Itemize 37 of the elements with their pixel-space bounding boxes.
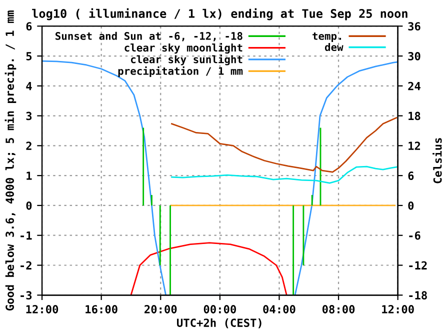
y2-tick-label: -18 (409, 291, 427, 300)
x-tick-label: 20:00 (144, 305, 177, 314)
legend-label: clear sky sunlight (130, 54, 242, 66)
x-tick-label: 08:00 (322, 305, 355, 314)
y2-tick-label: 6 (408, 172, 414, 180)
x-axis-title: UTC+2h (CEST) (177, 318, 262, 328)
y-tick-label: -1 (20, 231, 32, 240)
y2-axis-title: Celsius (432, 138, 442, 184)
y2-tick-label: -12 (409, 261, 427, 270)
y-tick-label: 3 (26, 112, 32, 120)
y2-tick-label: -6 (409, 231, 420, 240)
x-tick-label: 04:00 (263, 305, 296, 314)
legend-label: clear sky moonlight (124, 42, 242, 54)
y2-tick-label: 12 (408, 142, 420, 150)
y-tick-label: -2 (20, 261, 32, 270)
y-axis-title: Good below 3.6, 4000 lx; 5 min precip. / 1 mm (4, 10, 16, 311)
y-tick-label: -3 (20, 291, 32, 300)
legend-label: dew (324, 42, 344, 52)
y-tick-label: 1 (26, 172, 32, 180)
y-tick-label: 2 (26, 142, 32, 150)
y2-tick-label: 24 (408, 82, 420, 90)
y-tick-label: 0 (26, 201, 32, 210)
x-tick-label: 12:00 (26, 305, 58, 314)
y2-tick-label: 0 (408, 201, 414, 210)
legend-label: Sunset and Sun at -6, -12, -18 (56, 32, 242, 42)
x-tick-label: 16:00 (86, 305, 118, 314)
chart-title: log10 ( illuminance / 1 lx) ending at Tue Sep 25 noon (32, 8, 408, 20)
legend-label: precipitation / 1 mm (118, 66, 243, 77)
y-tick-label: 5 (26, 52, 32, 60)
x-tick-label: 00:00 (204, 305, 236, 314)
y2-tick-label: 18 (408, 112, 420, 120)
y-tick-label: 6 (26, 22, 32, 31)
x-tick-label: 12:00 (382, 305, 414, 314)
y-tick-label: 4 (26, 82, 32, 90)
y2-tick-label: 30 (408, 52, 420, 60)
legend-label: temp. (312, 32, 342, 42)
y2-tick-label: 36 (408, 22, 420, 31)
